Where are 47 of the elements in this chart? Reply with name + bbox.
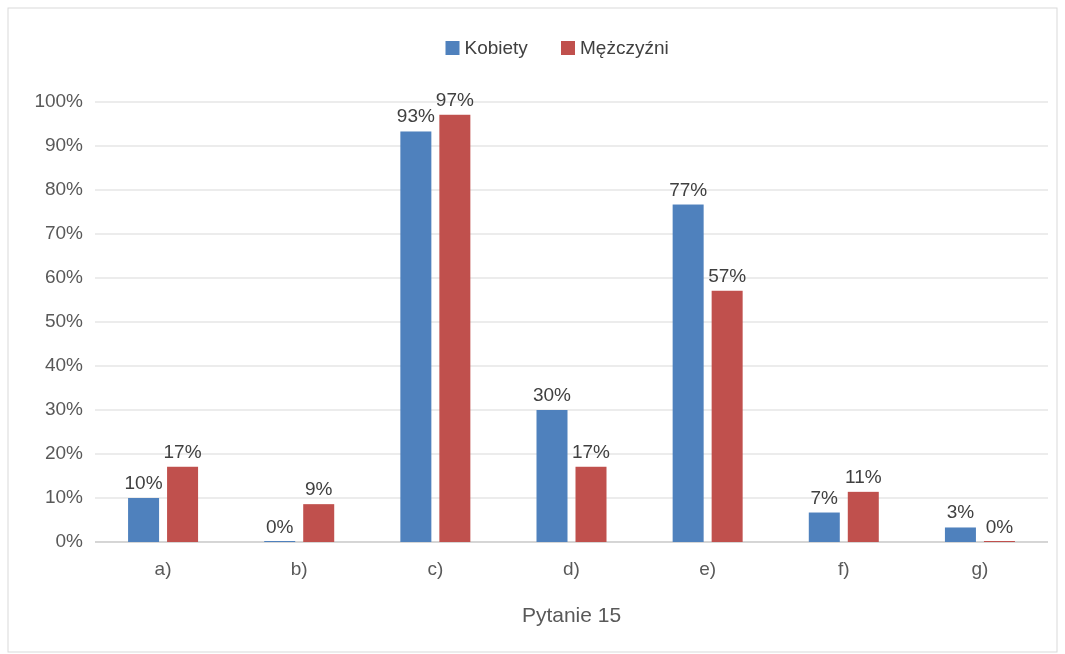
data-label: 30%	[532, 384, 572, 405]
y-tick-label: 90%	[44, 134, 84, 156]
y-tick-label: 70%	[44, 222, 84, 244]
bar	[847, 491, 879, 542]
bar	[400, 131, 432, 542]
legend-label: Mężczyźni	[580, 37, 669, 59]
data-label: 17%	[571, 440, 611, 462]
x-tick-label: c)	[427, 558, 444, 579]
x-tick-label: f)	[837, 558, 850, 579]
y-tick-label: 10%	[44, 486, 84, 508]
x-tick-label: e)	[699, 558, 717, 579]
data-label: 3%	[946, 501, 975, 523]
x-tick-label: d)	[563, 558, 580, 579]
bar	[128, 498, 160, 542]
bar	[536, 410, 568, 542]
data-label: 0%	[265, 516, 294, 537]
y-tick-label: 80%	[44, 178, 84, 200]
bar	[711, 290, 743, 542]
data-label: 10%	[124, 472, 163, 493]
x-axis-title: Pytanie 15	[521, 603, 622, 626]
bar	[303, 504, 335, 542]
data-label: 9%	[304, 478, 333, 500]
y-tick-label: 50%	[44, 310, 84, 332]
data-label: 0%	[985, 516, 1014, 537]
y-tick-label: 60%	[44, 266, 84, 288]
bar	[439, 114, 471, 542]
bar	[808, 512, 840, 542]
x-tick-label: a)	[154, 558, 172, 579]
data-label: 97%	[435, 88, 474, 110]
data-label: 7%	[810, 486, 839, 508]
data-label: 77%	[669, 178, 708, 200]
bar	[167, 466, 199, 542]
bar	[575, 466, 607, 542]
data-label: 93%	[396, 105, 435, 127]
bar	[944, 527, 976, 542]
y-tick-label: 0%	[55, 530, 84, 552]
bar	[672, 204, 704, 542]
y-tick-label: 20%	[44, 442, 84, 464]
y-tick-label: 30%	[44, 398, 84, 420]
data-label: 11%	[844, 465, 882, 487]
y-tick-label: 100%	[34, 90, 84, 112]
data-label: 17%	[163, 440, 202, 462]
y-tick-label: 40%	[44, 354, 84, 376]
x-tick-label: g)	[971, 558, 989, 579]
legend-label: Kobiety	[464, 37, 529, 59]
x-tick-label: b)	[290, 558, 308, 579]
data-label: 57%	[708, 264, 747, 286]
